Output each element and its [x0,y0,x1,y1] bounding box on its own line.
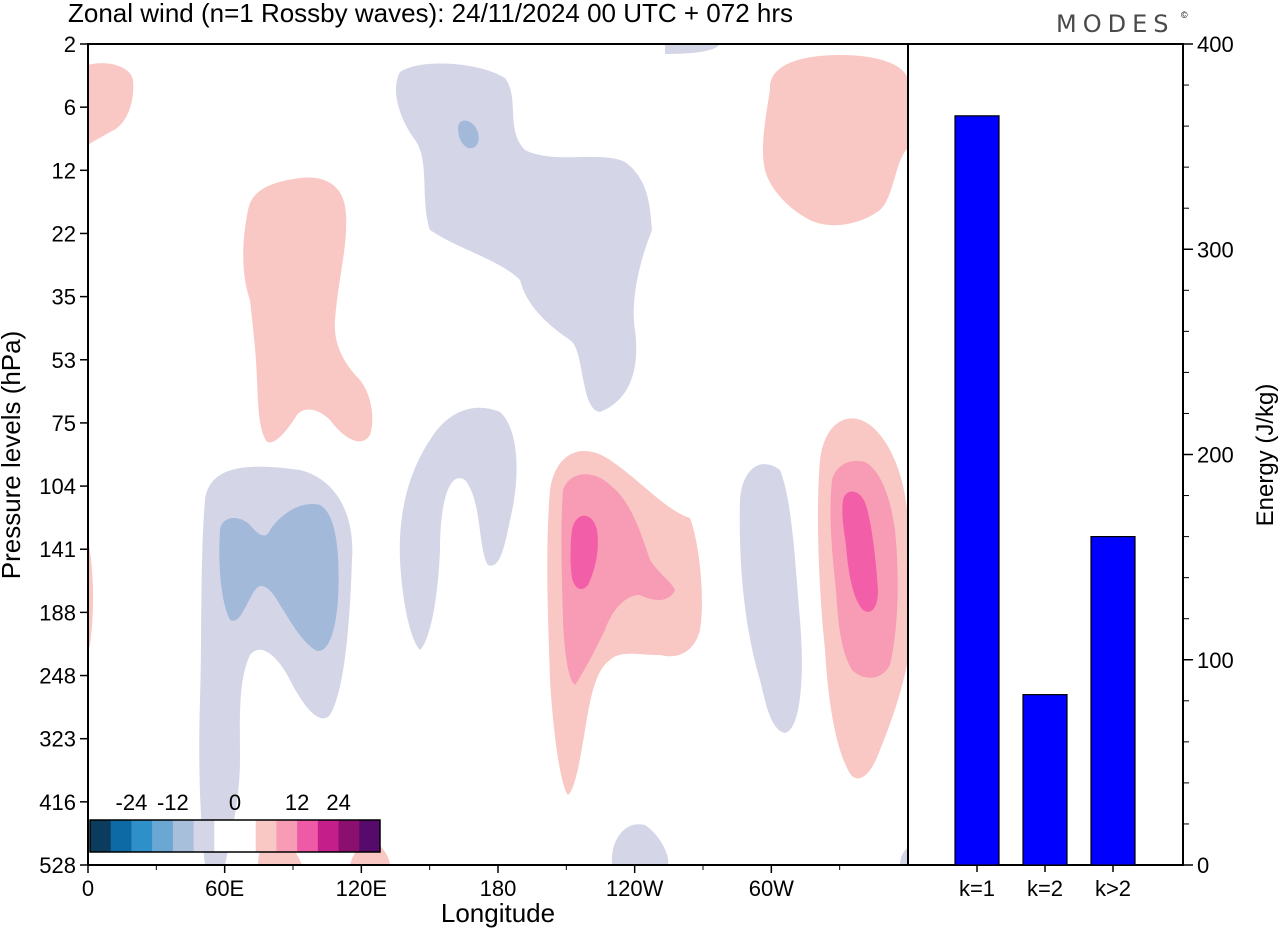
positive-region-strong [570,515,598,590]
negative-region-strong [458,120,479,149]
energy-tick-label: 400 [1197,32,1234,57]
pressure-tick-label: 75 [52,411,76,436]
pressure-axis: 2 6 12 22 35 53 75 104 141 188 248 323 416 528 [39,32,88,878]
colorbar-swatch [90,820,112,852]
pressure-tick-label: 2 [64,32,76,57]
positive-region [88,63,134,145]
energy-bar [1090,535,1136,866]
longitude-tick-label: 60W [749,876,794,901]
negative-region [611,824,669,865]
pressure-tick-label: 416 [39,790,76,815]
contour-plot: 2 6 12 22 35 53 75 104 141 188 248 323 416 528 0 60E 12… [0,32,909,928]
pressure-tick-label: 12 [52,158,76,183]
positive-region [243,177,373,443]
colorbar-swatch [359,820,381,852]
energy-bar-chart: k=1 k=2 k>2 0 100 200 300 400 Energy (J/kg) [907,32,1279,901]
negative-region [739,464,802,733]
longitude-tick-label: 120W [606,876,664,901]
bar-category-label: k=2 [1027,876,1063,901]
colorbar-swatch [338,820,360,852]
colorbar-swatch [110,820,132,852]
pressure-tick-label: 53 [52,348,76,373]
energy-bar [954,115,1000,866]
positive-region [88,540,94,650]
brand-logo: MODES [1056,10,1174,38]
colorbar-label: -12 [157,790,189,815]
colorbar-swatch [131,820,153,852]
colorbar-label: -24 [116,790,148,815]
negative-region-strong [219,504,339,651]
positive-region-strong [842,491,878,612]
pressure-tick-label: 248 [39,664,76,689]
x-axis-label: Longitude [441,898,555,928]
energy-axis: 0 100 200 300 400 [1183,32,1234,878]
y-axis-label: Pressure levels (hPa) [0,331,26,580]
pressure-tick-label: 141 [39,537,76,562]
colorbar-swatch [172,820,195,852]
longitude-tick-label: 60E [205,876,244,901]
colorbar-swatch [255,820,277,852]
pressure-tick-label: 104 [39,474,76,499]
longitude-axis: 0 60E 120E 180 120W 60W [82,865,841,901]
colorbar-swatch [317,820,340,852]
colorbar-frame [89,819,381,853]
colorbar-swatch [297,820,319,852]
bar-category-label: k=1 [959,876,995,901]
colorbar-label: 0 [229,790,241,815]
longitude-tick-label: 120E [336,876,387,901]
colorbar-swatch [193,820,215,852]
energy-tick-label: 200 [1197,443,1234,468]
colorbar-label: 24 [326,790,350,815]
energy-tick-label: 0 [1197,853,1209,878]
positive-region [762,55,908,226]
pressure-tick-label: 528 [39,853,76,878]
colorbar-label: 12 [285,790,309,815]
pressure-tick-label: 35 [52,285,76,310]
colorbar-swatch [276,820,298,852]
longitude-tick-label: 0 [82,876,94,901]
energy-tick-label: 100 [1197,648,1234,673]
colorbar-swatch [152,820,174,852]
longitude-tick-label: 180 [480,876,517,901]
chart-title: Zonal wind (n=1 Rossby waves): 24/11/202… [68,0,793,28]
colorbar: -24 -12 0 12 24 [89,790,381,853]
pressure-tick-label: 323 [39,727,76,752]
pressure-tick-label: 6 [64,95,76,120]
negative-region [665,44,720,54]
bar-series: k=1 k=2 k>2 [954,115,1136,901]
negative-region [900,848,908,865]
negative-region [395,63,652,412]
negative-region [399,407,517,650]
energy-tick-label: 300 [1197,237,1234,262]
bar-category-label: k>2 [1095,876,1131,901]
colorbar-swatch [214,820,236,852]
energy-bar [1022,694,1068,866]
pressure-tick-label: 22 [52,221,76,246]
colorbar-swatch [235,820,257,852]
pressure-tick-label: 188 [39,600,76,625]
brand-copyright-mark: © [1181,10,1188,20]
energy-axis-label: Energy (J/kg) [1252,384,1279,527]
